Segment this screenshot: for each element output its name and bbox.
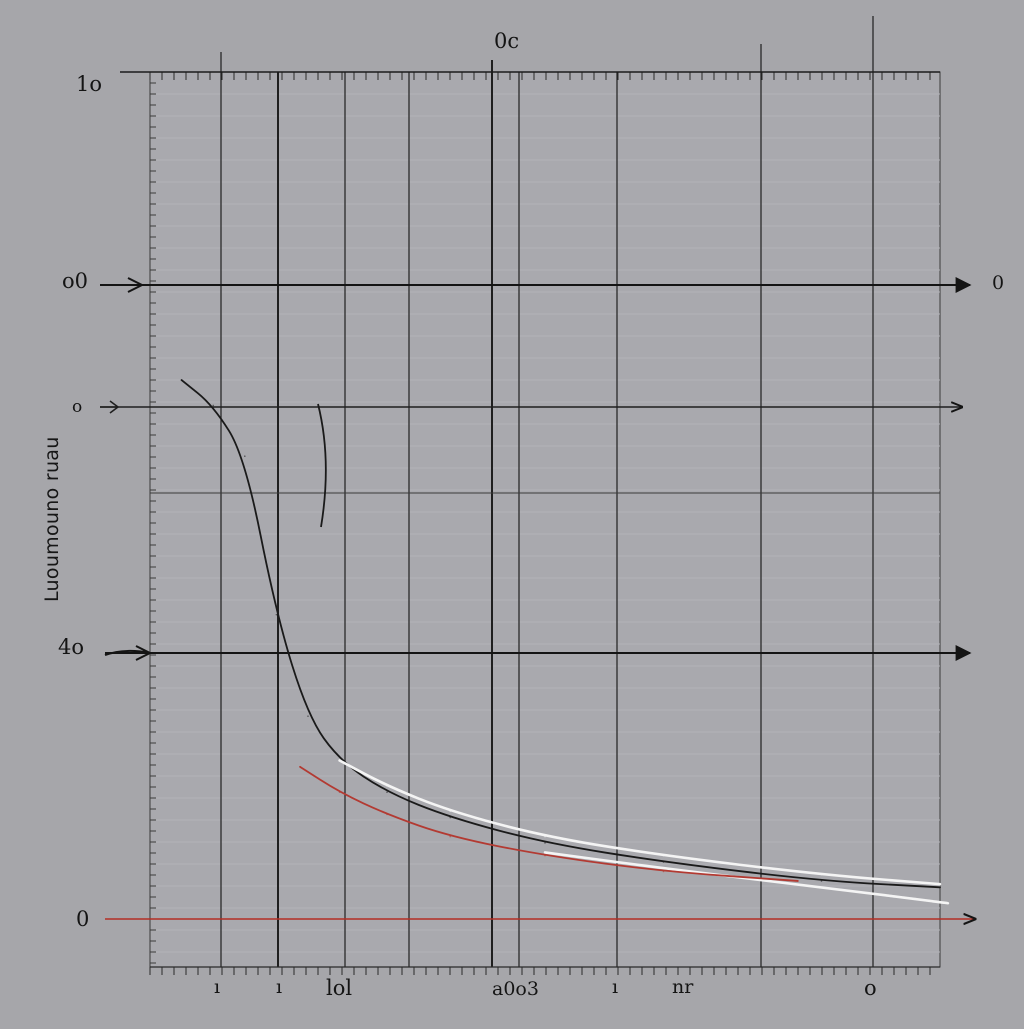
y-axis-label: Luoumouno ruau: [41, 436, 63, 602]
series-point-1: [244, 455, 246, 457]
series-point-3: [947, 902, 949, 904]
minor-grid: [150, 93, 940, 953]
series-point-2: [544, 835, 546, 838]
x-tick-label-7: o: [864, 976, 877, 1000]
series-point-1: [662, 861, 665, 863]
series-point-4: [544, 854, 546, 857]
x-tick-label-5: ı: [612, 976, 618, 998]
series-point-4: [662, 870, 665, 873]
chart-title: 0c: [494, 29, 519, 53]
series-point-1: [180, 379, 183, 381]
x-tick-label-4: a0o3: [492, 978, 539, 1000]
y-tick-label-4: 4o: [58, 635, 84, 659]
x-tick-label-6: nr: [672, 976, 694, 998]
vertical-grid-lines: [220, 16, 874, 967]
x-tick-label-1: ı: [214, 976, 220, 998]
series-point-3: [662, 867, 665, 870]
series-point-1: [386, 791, 388, 793]
series-point-1: [449, 816, 452, 819]
series-point-1: [275, 613, 278, 616]
left-arrow-4o: [104, 645, 153, 661]
y-tick-label-3: o: [72, 397, 82, 417]
series-point-4: [386, 813, 388, 816]
left-arrow-o0: [100, 277, 145, 293]
y-tick-label-5: 0: [76, 907, 89, 931]
series-point-4: [299, 766, 301, 768]
series-point-1: [307, 715, 309, 717]
series-point-3: [544, 851, 546, 854]
series-point-2: [338, 759, 341, 762]
series-point-1: [544, 842, 546, 844]
series-line-2: [338, 759, 942, 886]
series-point-4: [338, 791, 341, 793]
right-arrow-label: 0: [992, 272, 1004, 294]
series-point-1: [939, 886, 941, 889]
series-point-4: [449, 835, 452, 838]
series-line-1: [180, 379, 941, 889]
series-point-3: [820, 886, 823, 889]
series-point-2: [662, 854, 665, 857]
series-layer: [180, 379, 950, 905]
x-tick-label-3: lol: [326, 976, 352, 1000]
series-point-2: [386, 785, 388, 787]
y-tick-label-1: 1o: [76, 72, 102, 96]
plot-area: [149, 71, 941, 968]
series-point-2: [820, 873, 823, 876]
series-point-2: [449, 810, 452, 813]
stray-stroke: [317, 403, 327, 528]
left-arrow-o: [100, 400, 120, 414]
series-point-1: [820, 880, 823, 882]
x-tick-label-2: ı: [276, 976, 282, 998]
series-point-1: [212, 404, 214, 407]
series-point-2: [939, 883, 941, 885]
tick-marks: [149, 71, 931, 975]
series-point-4: [797, 880, 799, 882]
series-line-4: [299, 765, 799, 882]
y-tick-label-2: o0: [62, 269, 88, 293]
